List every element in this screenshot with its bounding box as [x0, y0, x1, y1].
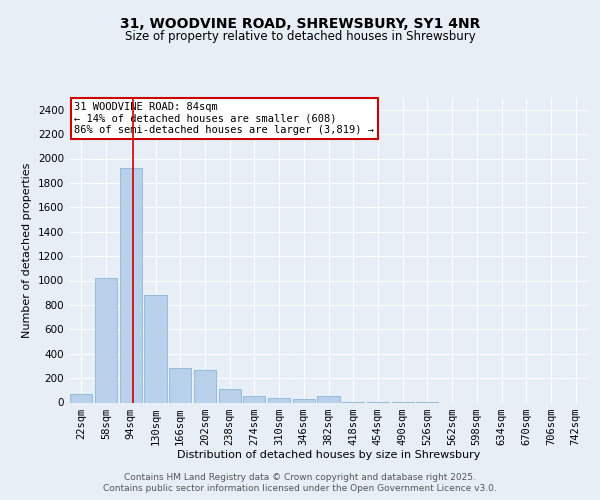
Bar	[243, 396, 265, 402]
Bar	[169, 368, 191, 402]
Bar	[119, 168, 142, 402]
Bar	[194, 370, 216, 402]
Text: 31 WOODVINE ROAD: 84sqm
← 14% of detached houses are smaller (608)
86% of semi-d: 31 WOODVINE ROAD: 84sqm ← 14% of detache…	[74, 102, 374, 136]
Y-axis label: Number of detached properties: Number of detached properties	[22, 162, 32, 338]
Text: Contains public sector information licensed under the Open Government Licence v3: Contains public sector information licen…	[103, 484, 497, 493]
Bar	[268, 398, 290, 402]
Text: 31, WOODVINE ROAD, SHREWSBURY, SY1 4NR: 31, WOODVINE ROAD, SHREWSBURY, SY1 4NR	[120, 18, 480, 32]
X-axis label: Distribution of detached houses by size in Shrewsbury: Distribution of detached houses by size …	[177, 450, 480, 460]
Bar	[145, 295, 167, 403]
Text: Contains HM Land Registry data © Crown copyright and database right 2025.: Contains HM Land Registry data © Crown c…	[124, 472, 476, 482]
Bar	[95, 278, 117, 402]
Bar	[317, 396, 340, 402]
Bar	[293, 399, 315, 402]
Text: Size of property relative to detached houses in Shrewsbury: Size of property relative to detached ho…	[125, 30, 475, 43]
Bar	[70, 394, 92, 402]
Bar	[218, 389, 241, 402]
